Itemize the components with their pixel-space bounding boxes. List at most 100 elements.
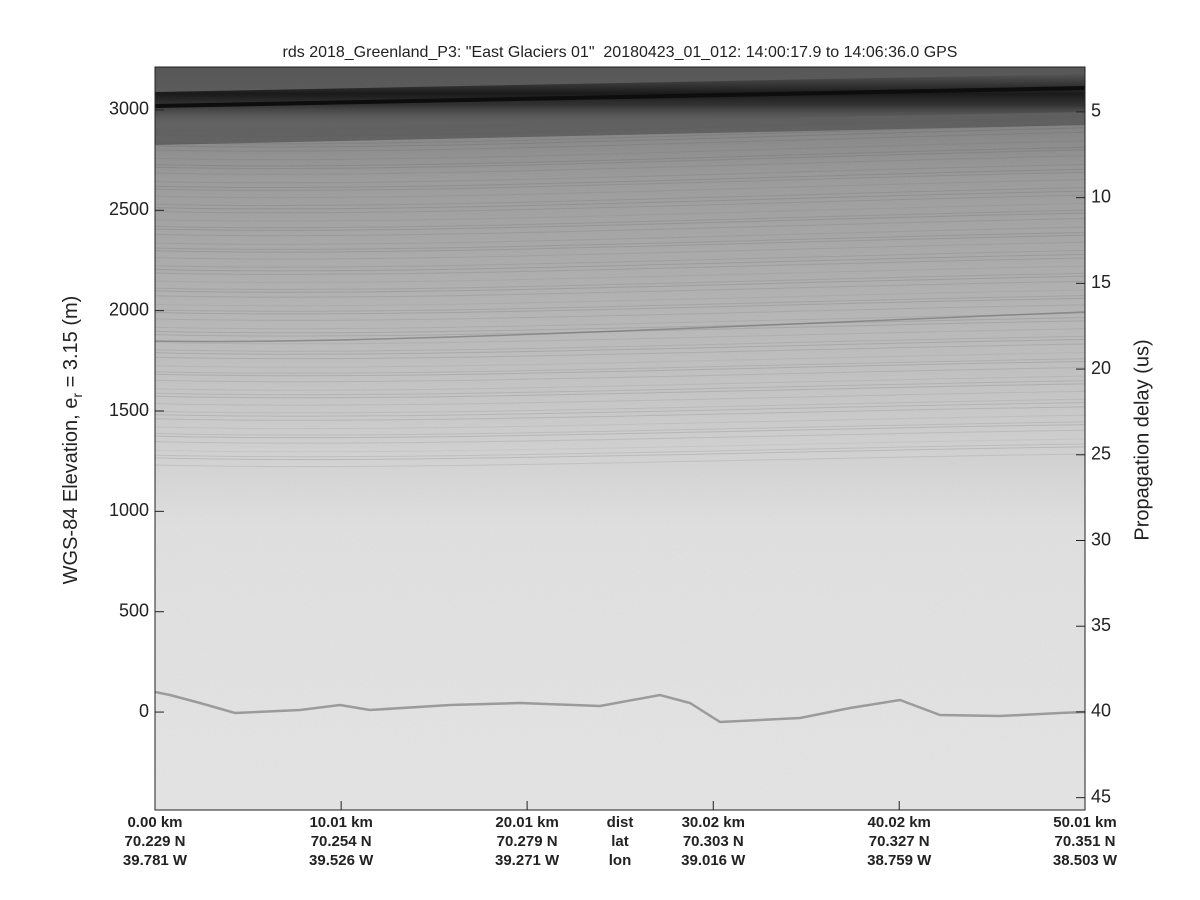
lat-label: 70.229 N [125,833,186,850]
y2-tick-label: 30 [1091,529,1111,549]
layer [155,398,1085,414]
layer [155,380,1085,396]
layer [155,414,1085,430]
y2-tick-label: 10 [1091,186,1111,206]
layer [155,140,1085,161]
layer [155,438,1085,453]
lon-label: 38.503 W [1053,852,1118,869]
y-axis-label: WGS-84 Elevation, er = 3.15 (m) [60,296,84,585]
layer [155,241,1085,260]
layer [155,338,1085,355]
layer [155,358,1085,374]
lat-label: 70.254 N [311,833,372,850]
lon-label: 39.271 W [495,852,560,869]
layer [155,265,1085,283]
layer [155,124,1085,145]
x-tick-label: 10.01 km [309,814,372,831]
y-tick-label: 2000 [109,299,149,319]
layer [155,234,1085,253]
layer [155,443,1085,458]
layer [155,275,1085,293]
layer [155,421,1085,436]
layer [155,335,1085,352]
layer [155,453,1085,468]
layer [155,168,1085,188]
y-tick-label: 1500 [109,400,149,420]
layer [155,352,1085,368]
layer [155,218,1085,237]
x-tick-label: 30.02 km [682,814,745,831]
layer [155,311,1085,343]
layer [155,383,1085,399]
layer [155,209,1085,229]
y2-tick-label: 20 [1091,358,1111,378]
bed-echo [155,690,1085,724]
lon-label: 39.526 W [309,852,374,869]
layer [155,171,1085,191]
y-tick-label: 0 [139,701,149,721]
layer [155,163,1085,184]
y-label-text: = 3.15 (m) [60,296,82,393]
layer [155,257,1085,275]
layer [155,127,1085,148]
layer [155,304,1085,321]
lon-label: 39.016 W [681,852,746,869]
row-label: lat [611,833,629,850]
y-tick-label: 3000 [109,99,149,119]
layer [155,253,1085,272]
row-label: lon [609,852,632,869]
y-tick-label: 500 [119,600,149,620]
x-tick-label: 20.01 km [495,814,558,831]
lat-label: 70.351 N [1055,833,1116,850]
layer [155,190,1085,210]
x-tick-label: 0.00 km [127,814,182,831]
lat-label: 70.279 N [497,833,558,850]
layer [155,424,1085,439]
radar-image [155,67,1085,810]
layer [155,312,1085,330]
layer [155,212,1085,231]
layer [155,390,1085,406]
y-label-text: WGS-84 Elevation, e [60,398,82,585]
layer [155,280,1085,298]
y-tick-label: 2500 [109,199,149,219]
layer [155,187,1085,207]
y2-tick-label: 45 [1091,786,1111,806]
y2-tick-label: 5 [1091,101,1101,121]
lon-label: 39.781 W [123,852,188,869]
y2-tick-label: 40 [1091,701,1111,721]
y-label-subscript: r [69,393,85,398]
layer [155,250,1085,268]
y2-axis-label: Propagation delay (us) [1131,339,1153,540]
layer [155,179,1085,199]
layer [155,367,1085,383]
y2-tick-label: 15 [1091,272,1111,292]
layer [155,406,1085,421]
layer [155,194,1085,214]
layer [155,295,1085,312]
internal-layers [155,116,1085,468]
layer [155,446,1085,461]
layer [155,317,1085,334]
layer [155,116,1085,137]
layer [155,343,1085,360]
layer [155,297,1085,315]
layer [155,402,1085,417]
layer [155,149,1085,169]
chart-title: rds 2018_Greenland_P3: "East Glaciers 01… [283,44,958,61]
x-tick-label: 40.02 km [868,814,931,831]
layer [155,375,1085,391]
layer [155,272,1085,290]
layer [155,429,1085,444]
y2-tick-label: 25 [1091,444,1111,464]
layer [155,146,1085,167]
lat-label: 70.327 N [869,833,930,850]
y-tick-label: 1000 [109,500,149,520]
layer [155,226,1085,245]
layer [155,155,1085,175]
layer [155,203,1085,222]
row-label: dist [607,814,634,831]
x-tick-label: 50.01 km [1053,814,1116,831]
